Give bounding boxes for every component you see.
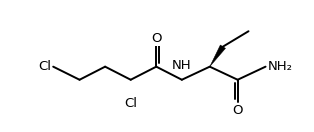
Text: NH₂: NH₂: [268, 60, 293, 73]
Text: Cl: Cl: [124, 97, 137, 110]
Text: Cl: Cl: [38, 60, 51, 73]
Text: O: O: [151, 32, 161, 45]
Text: O: O: [232, 104, 243, 117]
Polygon shape: [210, 45, 225, 67]
Text: NH: NH: [172, 59, 192, 72]
